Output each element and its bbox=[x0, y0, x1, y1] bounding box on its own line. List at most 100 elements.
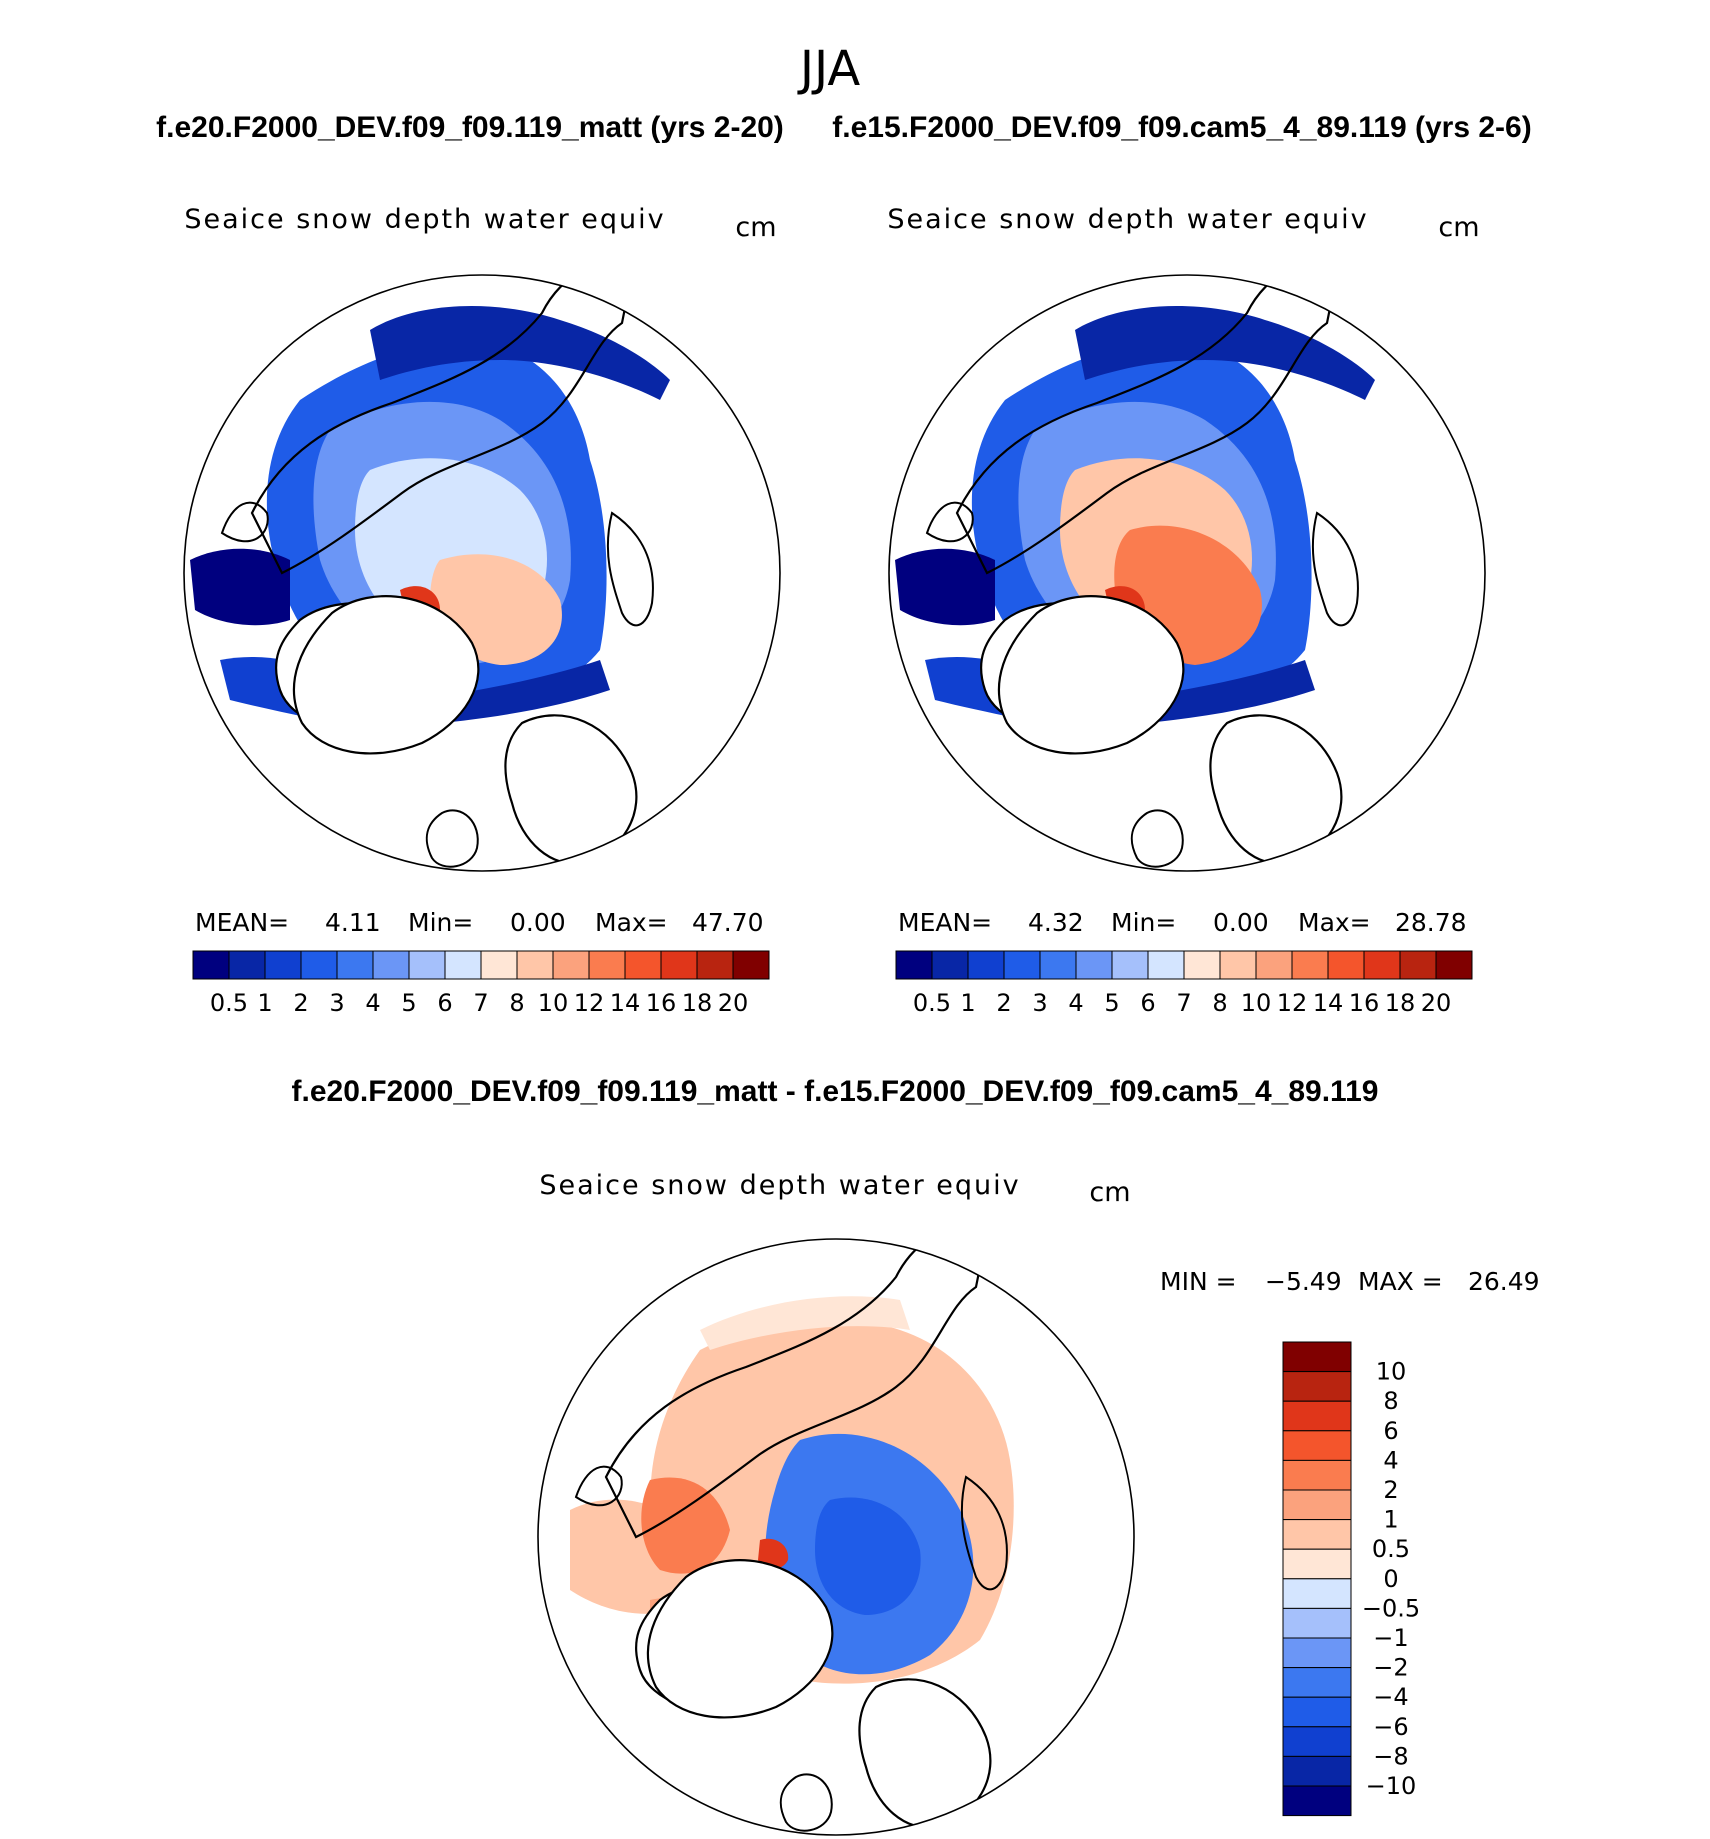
panel-2-colorbar-labels: 0.5 1 2 3 4 5 6 7 8 10 12 14 16 18 20 bbox=[913, 989, 1451, 1017]
panel-2-colorbar-swatch bbox=[1003, 950, 1041, 980]
panel-2-colorbar-swatch bbox=[1183, 950, 1221, 980]
panel-2-colorbar-swatch bbox=[1111, 950, 1149, 980]
panel-1-colorbar-swatch bbox=[336, 950, 374, 980]
panel-2-colorbar-swatch bbox=[1435, 950, 1473, 980]
panel-1-colorbar-labels: 0.5 1 2 3 4 5 6 7 8 10 12 14 16 18 20 bbox=[210, 989, 748, 1017]
diff-colorbar-swatch bbox=[1282, 1341, 1352, 1373]
panel-1-colorbar-tick-label: 0.5 bbox=[210, 989, 248, 1017]
panel-1-colorbar-swatch bbox=[372, 950, 410, 980]
panel-1-field-label: Seaice snow depth water equiv bbox=[184, 204, 665, 235]
panel-2-colorbar-tick-label: 6 bbox=[1140, 989, 1155, 1017]
diff-colorbar-tick-label: 1 bbox=[1383, 1506, 1398, 1534]
panel-2-colorbar-swatch bbox=[1075, 950, 1113, 980]
panel-1-colorbar-swatch bbox=[192, 950, 230, 980]
panel-2-colorbar-swatch bbox=[1219, 950, 1257, 980]
panel-1-units-label: cm bbox=[735, 212, 776, 243]
panel-2-colorbar-tick-label: 18 bbox=[1385, 989, 1416, 1017]
diff-min-value: −5.49 bbox=[1265, 1267, 1342, 1296]
diff-colorbar-swatch bbox=[1282, 1400, 1352, 1432]
diff-max-label: MAX = bbox=[1358, 1267, 1443, 1296]
diff-colorbar-swatch bbox=[1282, 1371, 1352, 1402]
diff-colorbar-swatch bbox=[1282, 1755, 1352, 1787]
panel-2-colorbar-tick-label: 14 bbox=[1313, 989, 1344, 1017]
panel-2-colorbar-tick-label: 3 bbox=[1032, 989, 1047, 1017]
panel-2-colorbar-tick-label: 16 bbox=[1349, 989, 1380, 1017]
diff-units-label: cm bbox=[1089, 1177, 1130, 1208]
panel-1-colorbar-tick-label: 14 bbox=[610, 989, 641, 1017]
diff-colorbar-swatch bbox=[1282, 1459, 1352, 1491]
panel-2-max-label: Max= bbox=[1298, 908, 1371, 937]
diff-colorbar-tick-label: −8 bbox=[1373, 1742, 1408, 1770]
panel-1-colorbar-tick-label: 7 bbox=[473, 989, 488, 1017]
diff-colorbar-tick-label: 0.5 bbox=[1372, 1535, 1410, 1563]
panel-1-colorbar-swatch bbox=[552, 950, 590, 980]
diff-min-label: MIN = bbox=[1160, 1267, 1237, 1296]
panel-1-colorbar bbox=[192, 950, 770, 980]
diff-panel: f.e20.F2000_DEV.f09_f09.119_matt - f.e15… bbox=[292, 1075, 1540, 1836]
panel-1-case-title: f.e20.F2000_DEV.f09_f09.119_matt (yrs 2-… bbox=[156, 111, 784, 144]
diff-colorbar-swatch bbox=[1282, 1548, 1352, 1580]
panel-1-colorbar-swatch bbox=[480, 950, 518, 980]
diff-colorbar-swatch bbox=[1282, 1637, 1352, 1669]
diff-colorbar-tick-label: −0.5 bbox=[1362, 1594, 1420, 1622]
panel-2-mean-value: 4.32 bbox=[1028, 908, 1084, 937]
panel-1-colorbar-swatch bbox=[660, 950, 698, 980]
panel-2-case-title: f.e15.F2000_DEV.f09_f09.cam5_4_89.119 (y… bbox=[832, 111, 1531, 144]
diff-colorbar-tick-label: 4 bbox=[1383, 1446, 1398, 1474]
panel-1-colorbar-swatch bbox=[228, 950, 266, 980]
panel-2-colorbar-swatch bbox=[895, 950, 933, 980]
diff-colorbar-swatch bbox=[1282, 1430, 1352, 1461]
panel-2-colorbar-tick-label: 7 bbox=[1176, 989, 1191, 1017]
diff-colorbar-swatch bbox=[1282, 1607, 1352, 1639]
panel-2-colorbar-tick-label: 5 bbox=[1104, 989, 1119, 1017]
diff-colorbar-tick-label: −10 bbox=[1366, 1772, 1417, 1800]
panel-1-colorbar-tick-label: 10 bbox=[538, 989, 569, 1017]
diff-colorbar-swatch bbox=[1282, 1667, 1352, 1698]
diff-colorbar-tick-label: 0 bbox=[1383, 1565, 1398, 1593]
panel-1-min-label: Min= bbox=[408, 908, 473, 937]
panel-1-map-boundary bbox=[183, 274, 781, 872]
panel-2-colorbar-swatch bbox=[1255, 950, 1293, 980]
panel-1-mean-value: 4.11 bbox=[325, 908, 381, 937]
panel-2-colorbar-swatch bbox=[1291, 950, 1329, 980]
diff-colorbar-tick-label: −6 bbox=[1373, 1713, 1408, 1741]
panel-1-colorbar-tick-label: 3 bbox=[329, 989, 344, 1017]
diff-colorbar-tick-label: 10 bbox=[1376, 1358, 1407, 1386]
panel-2-min-label: Min= bbox=[1111, 908, 1176, 937]
panel-1-max-label: Max= bbox=[595, 908, 668, 937]
panel-1-colorbar-tick-label: 18 bbox=[682, 989, 713, 1017]
diff-colorbar-tick-label: 2 bbox=[1383, 1476, 1398, 1504]
panel-1-min-value: 0.00 bbox=[510, 908, 566, 937]
diff-colorbar-swatch bbox=[1282, 1696, 1352, 1728]
diff-colorbar-swatch bbox=[1282, 1578, 1352, 1609]
panel-2-colorbar-swatch bbox=[1039, 950, 1077, 980]
panel-2-colorbar-swatch bbox=[967, 950, 1005, 980]
diff-colorbar-swatch bbox=[1282, 1489, 1352, 1521]
diff-colorbar-swatch bbox=[1282, 1519, 1352, 1550]
panel-2-colorbar-tick-label: 1 bbox=[960, 989, 975, 1017]
panel-1-mean-label: MEAN= bbox=[195, 908, 289, 937]
panel-1-colorbar-tick-label: 16 bbox=[646, 989, 677, 1017]
season-title: JJA bbox=[797, 41, 860, 97]
panel-2-colorbar-swatch bbox=[1327, 950, 1365, 980]
diff-colorbar-tick-label: −1 bbox=[1373, 1624, 1408, 1652]
panel-1-colorbar-tick-label: 2 bbox=[293, 989, 308, 1017]
panel-1-colorbar-tick-label: 8 bbox=[509, 989, 524, 1017]
diff-colorbar bbox=[1282, 1341, 1352, 1817]
panel-1-colorbar-tick-label: 12 bbox=[574, 989, 605, 1017]
diff-map-boundary bbox=[537, 1238, 1135, 1836]
diff-title: f.e20.F2000_DEV.f09_f09.119_matt - f.e15… bbox=[292, 1075, 1379, 1108]
panel-1-max-value: 47.70 bbox=[692, 908, 764, 937]
panel-2-colorbar-tick-label: 0.5 bbox=[913, 989, 951, 1017]
panel-2-map-boundary bbox=[888, 274, 1486, 872]
panel-1-colorbar-tick-label: 6 bbox=[437, 989, 452, 1017]
diff-colorbar-tick-label: −4 bbox=[1373, 1683, 1408, 1711]
diff-field-label: Seaice snow depth water equiv bbox=[539, 1170, 1020, 1201]
panel-2-colorbar-tick-label: 8 bbox=[1212, 989, 1227, 1017]
panel-2-colorbar-swatch bbox=[1399, 950, 1437, 980]
panel-1-colorbar-swatch bbox=[264, 950, 302, 980]
panel-1-colorbar-tick-label: 5 bbox=[401, 989, 416, 1017]
panel-1-colorbar-swatch bbox=[300, 950, 338, 980]
diff-colorbar-swatch bbox=[1282, 1785, 1352, 1817]
